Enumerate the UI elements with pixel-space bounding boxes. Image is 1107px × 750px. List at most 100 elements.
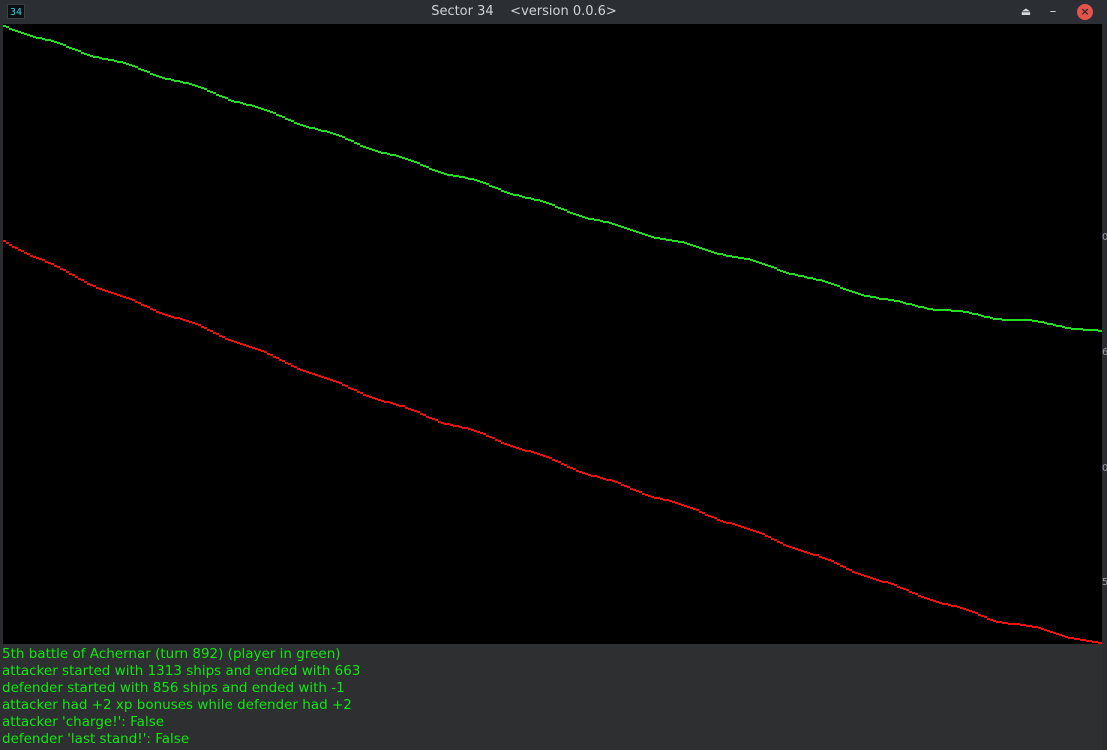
defender-line-segment xyxy=(654,497,657,499)
defender-line-segment xyxy=(1035,626,1038,628)
defender-line-segment xyxy=(459,426,462,428)
defender-line-segment xyxy=(108,291,111,293)
defender-line-segment xyxy=(534,452,537,454)
defender-line-segment xyxy=(672,501,675,503)
defender-line-segment xyxy=(312,373,315,375)
attacker-line-segment xyxy=(984,316,987,318)
window-title: Sector 34 <version 0.0.6> xyxy=(431,4,617,19)
attacker-line-segment xyxy=(540,200,543,202)
attacker-line-segment xyxy=(501,190,504,192)
defender-line-segment xyxy=(561,463,564,465)
defender-line-segment xyxy=(360,392,363,394)
attacker-line-segment xyxy=(831,283,834,285)
attacker-line-segment xyxy=(765,264,768,266)
defender-line-segment xyxy=(381,400,384,402)
shade-window-icon[interactable]: ⏏ xyxy=(1020,5,1032,18)
defender-line-segment xyxy=(816,554,819,556)
attacker-line-segment xyxy=(339,135,342,137)
attacker-line-segment xyxy=(1065,327,1068,329)
attacker-line-segment xyxy=(705,249,708,251)
defender-line-segment xyxy=(189,321,192,323)
attacker-line-segment xyxy=(315,128,318,130)
attacker-line-segment xyxy=(1023,319,1026,321)
xp-bonus-line: attacker had +2 xp bonuses while defende… xyxy=(2,697,352,713)
defender-line-segment xyxy=(159,312,162,314)
attacker-line-segment xyxy=(795,274,798,276)
defender-line-segment xyxy=(1059,634,1062,636)
attacker-line-segment xyxy=(354,142,357,144)
attacker-line-segment xyxy=(1044,322,1047,324)
attacker-line-segment xyxy=(135,66,138,68)
defender-line-segment xyxy=(9,244,12,246)
defender-line-segment xyxy=(147,306,150,308)
defender-line-segment xyxy=(198,324,201,326)
attacker-line-segment xyxy=(276,114,279,116)
attacker-line-segment xyxy=(1014,319,1017,321)
defender-line-segment xyxy=(429,417,432,419)
defender-line-segment xyxy=(333,380,336,382)
minimize-window-icon[interactable]: – xyxy=(1049,4,1057,19)
attacker-line-segment xyxy=(939,309,942,311)
defender-line-segment xyxy=(303,370,306,372)
defender-line-segment xyxy=(432,418,435,420)
defender-line-segment xyxy=(669,500,672,502)
defender-line-segment xyxy=(636,490,639,492)
defender-line-segment xyxy=(30,255,33,257)
attacker-line-segment xyxy=(498,188,501,190)
attacker-line-segment xyxy=(447,174,450,176)
defender-line-segment xyxy=(981,615,984,617)
defender-line-segment xyxy=(969,610,972,612)
defender-line-segment xyxy=(1017,623,1020,625)
attacker-line-segment xyxy=(1011,319,1014,321)
defender-line-segment xyxy=(531,451,534,453)
attacker-line-segment xyxy=(972,313,975,315)
defender-line-segment xyxy=(588,474,591,476)
attacker-line-segment xyxy=(951,310,954,312)
attacker-line-segment xyxy=(786,272,789,274)
defender-line-segment xyxy=(1065,636,1068,638)
defender-line-segment xyxy=(693,508,696,510)
defender-line-segment xyxy=(939,602,942,604)
defender-line-segment xyxy=(504,443,507,445)
attacker-line-segment xyxy=(402,157,405,159)
defender-line-segment xyxy=(36,257,39,259)
defender-line-segment xyxy=(867,576,870,578)
attacker-line-segment xyxy=(246,104,249,106)
attacker-line-segment xyxy=(297,123,300,125)
attacker-line-segment xyxy=(1050,323,1053,325)
attacker-line-segment xyxy=(240,102,243,104)
attacker-line-segment xyxy=(258,107,261,109)
attacker-line-segment xyxy=(123,62,126,64)
attacker-line-segment xyxy=(807,277,810,279)
attacker-line-segment xyxy=(819,279,822,281)
attacker-line-segment xyxy=(696,246,699,248)
defender-line-segment xyxy=(915,593,918,595)
attacker-line-segment xyxy=(1062,326,1065,328)
defender-line-segment xyxy=(1062,635,1065,637)
attacker-line-segment xyxy=(747,258,750,260)
attacker-line-segment xyxy=(1095,329,1098,331)
attacker-line-segment xyxy=(1083,329,1086,331)
defender-line-segment xyxy=(444,423,447,425)
attacker-line-segment xyxy=(630,229,633,231)
defender-line-segment xyxy=(393,403,396,405)
attacker-line-segment xyxy=(210,91,213,93)
attacker-line-segment xyxy=(144,70,147,72)
attacker-line-segment xyxy=(606,221,609,223)
attacker-line-segment xyxy=(438,171,441,173)
attacker-line-segment xyxy=(408,159,411,161)
close-window-icon[interactable]: × xyxy=(1077,4,1093,20)
defender-line-segment xyxy=(447,423,450,425)
defender-line-segment xyxy=(885,581,888,583)
defender-line-segment xyxy=(186,320,189,322)
defender-line-segment xyxy=(453,425,456,427)
attacker-line-segment xyxy=(42,38,45,40)
defender-line-segment xyxy=(972,611,975,613)
defender-line-segment xyxy=(912,592,915,594)
attacker-line-segment xyxy=(171,79,174,81)
defender-line-segment xyxy=(792,547,795,549)
defender-line-segment xyxy=(675,502,678,504)
defender-line-segment xyxy=(1077,638,1080,640)
attacker-line-segment xyxy=(582,216,585,218)
defender-line-segment xyxy=(765,535,768,537)
